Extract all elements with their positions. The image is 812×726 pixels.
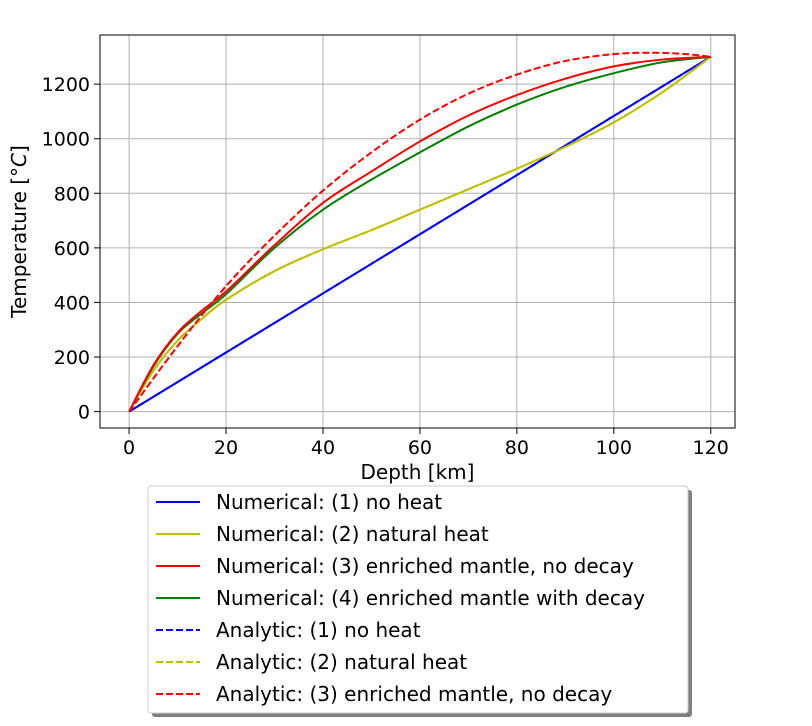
x-tick-label: 60 — [408, 437, 432, 459]
series-line-3 — [128, 55, 711, 413]
legend: Numerical: (1) no heat Numerical: (2) nat… — [147, 485, 692, 717]
legend-label: Numerical: (1) no heat — [216, 490, 442, 514]
y-tick-label: 600 — [54, 238, 90, 260]
legend-label: Analytic: (1) no heat — [216, 618, 421, 642]
series-line-1 — [128, 55, 712, 413]
y-tick-label: 800 — [54, 183, 90, 205]
legend-entries: Numerical: (1) no heat Numerical: (2) nat… — [156, 490, 645, 706]
legend-label: Analytic: (3) enriched mantle, no decay — [216, 682, 612, 706]
legend-box — [147, 485, 689, 714]
y-axis-label: Temperature [°C] — [7, 145, 31, 319]
legend-label: Numerical: (4) enriched mantle with deca… — [216, 586, 645, 610]
series-layer — [128, 51, 712, 413]
legend-label: Numerical: (3) enriched mantle, no decay — [216, 554, 634, 578]
x-tick-label: 40 — [311, 437, 335, 459]
y-tick-label: 1000 — [42, 129, 90, 151]
x-axis-label: Depth [km] — [361, 460, 475, 484]
y-axis-label-unit: °C — [7, 153, 31, 177]
y-tick-label: 1200 — [42, 74, 90, 96]
x-tick-label: 0 — [123, 437, 135, 459]
y-tick-label: 400 — [54, 292, 90, 314]
x-tick-label: 120 — [693, 437, 729, 459]
x-tick-label: 80 — [505, 437, 529, 459]
series-line-7 — [128, 51, 711, 413]
plot-frame — [99, 34, 736, 429]
series-line-2 — [128, 56, 712, 413]
y-tick-label: 200 — [54, 347, 90, 369]
y-axis-label-close: ] — [7, 145, 31, 153]
y-axis-label-text: Temperature [ — [7, 177, 31, 319]
x-tick-label: 20 — [214, 437, 238, 459]
x-tick-label: 100 — [596, 437, 632, 459]
y-tick-label: 0 — [78, 402, 90, 424]
series-line-4 — [128, 55, 711, 413]
legend-label: Numerical: (2) natural heat — [216, 522, 489, 546]
legend-label: Analytic: (2) natural heat — [216, 650, 467, 674]
grid-layer — [100, 35, 735, 428]
